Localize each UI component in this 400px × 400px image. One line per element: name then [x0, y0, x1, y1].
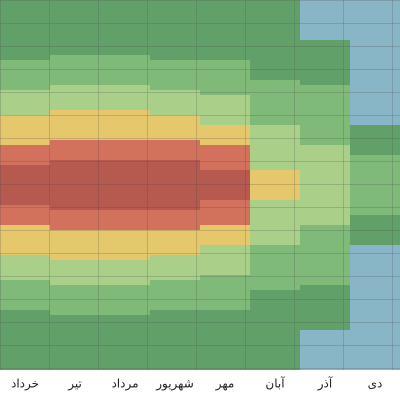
grid — [0, 0, 400, 370]
x-tick-label: آذر — [317, 376, 333, 392]
x-tick-label: دی — [368, 377, 383, 391]
x-tick-label: آبان — [265, 376, 285, 391]
x-tick-label: خرداد — [11, 377, 39, 392]
x-tick-label: مهر — [215, 377, 235, 392]
x-tick-label: مرداد — [111, 377, 138, 392]
x-tick-label: شهریور — [155, 377, 194, 392]
x-tick-label: تیر — [67, 377, 82, 392]
